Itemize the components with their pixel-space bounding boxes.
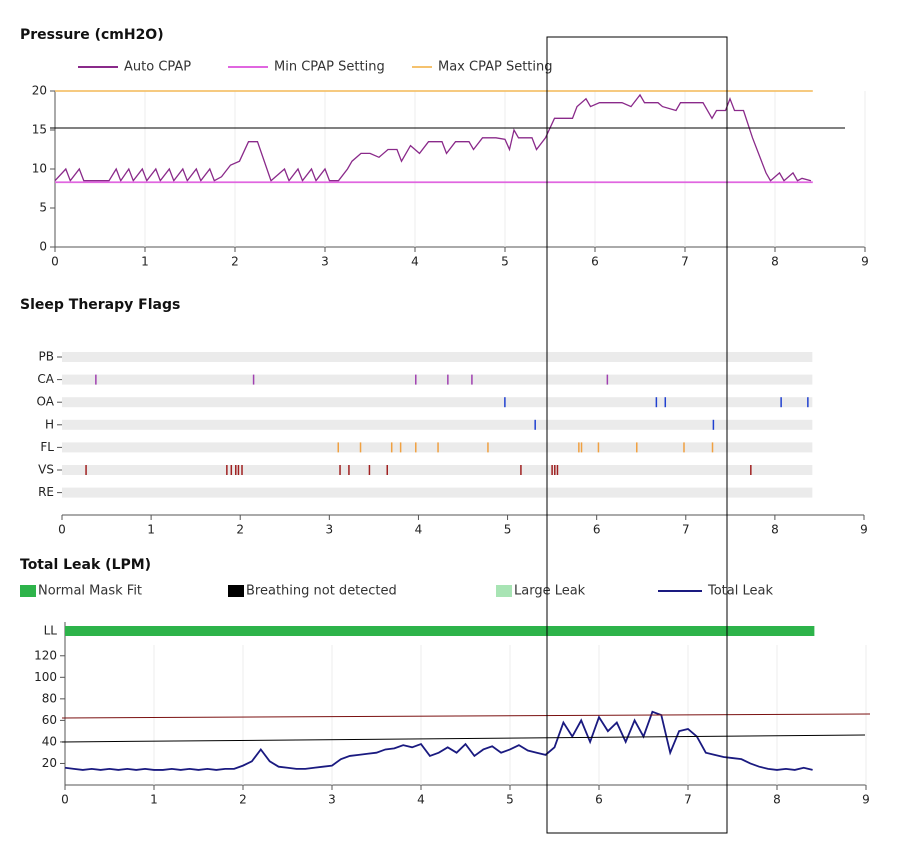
- y-tick-label: 80: [42, 691, 57, 705]
- row-band: [62, 374, 813, 385]
- x-tick-label: 2: [231, 255, 239, 269]
- y-tick-label: 20: [32, 84, 47, 98]
- x-tick-label: 0: [51, 255, 59, 269]
- x-tick-label: 5: [501, 255, 509, 269]
- x-tick-label: 8: [771, 255, 779, 269]
- x-tick-label: 9: [862, 793, 870, 807]
- x-tick-label: 7: [682, 523, 690, 537]
- x-tick-label: 5: [506, 793, 514, 807]
- legend-label: Normal Mask Fit: [38, 584, 142, 599]
- band: [65, 626, 815, 636]
- x-tick-label: 3: [328, 793, 336, 807]
- selection-box: [546, 36, 728, 834]
- legend-swatch: [228, 585, 244, 597]
- x-tick-label: 8: [773, 793, 781, 807]
- row-band: [62, 419, 813, 430]
- x-tick-label: 1: [141, 255, 149, 269]
- row-label: CA: [37, 372, 54, 386]
- x-tick-label: 4: [415, 523, 423, 537]
- x-tick-label: 0: [61, 793, 69, 807]
- x-tick-label: 1: [147, 523, 155, 537]
- x-tick-label: 5: [504, 523, 512, 537]
- x-tick-label: 0: [58, 523, 66, 537]
- x-tick-label: 9: [861, 255, 869, 269]
- overlay-line: [61, 734, 866, 743]
- row-label: PB: [39, 350, 54, 364]
- series-line: [54, 93, 812, 183]
- row-label: OA: [37, 395, 55, 409]
- x-tick-label: 6: [595, 793, 603, 807]
- x-tick-label: 6: [591, 255, 599, 269]
- overlay-line: [61, 713, 871, 719]
- series-line: [64, 710, 813, 771]
- row-band: [62, 397, 813, 408]
- row-band: [62, 487, 813, 498]
- x-tick-label: 7: [681, 255, 689, 269]
- x-tick-label: 2: [239, 793, 247, 807]
- y-tick-label: 40: [42, 734, 57, 748]
- row-band: [62, 442, 813, 453]
- chart-title: Sleep Therapy Flags: [20, 297, 180, 313]
- row-band: [62, 352, 813, 362]
- row-label: H: [45, 417, 54, 431]
- y-tick-label: 60: [42, 713, 57, 727]
- chart-title: Pressure (cmH2O): [20, 27, 164, 43]
- x-tick-label: 4: [417, 793, 425, 807]
- y-tick-label: 10: [32, 162, 47, 176]
- legend-label: Breathing not detected: [246, 584, 397, 599]
- x-tick-label: 7: [684, 793, 692, 807]
- legend-label: Total Leak: [707, 584, 773, 599]
- band-label: LL: [44, 624, 58, 638]
- x-tick-label: 2: [236, 523, 244, 537]
- x-tick-label: 8: [771, 523, 779, 537]
- y-tick-label: 0: [39, 240, 47, 254]
- chart-title: Total Leak (LPM): [20, 557, 151, 573]
- x-tick-label: 3: [326, 523, 334, 537]
- y-tick-label: 15: [32, 123, 47, 137]
- x-tick-label: 3: [321, 255, 329, 269]
- x-tick-label: 4: [411, 255, 419, 269]
- y-tick-label: 120: [34, 648, 57, 662]
- y-tick-label: 5: [39, 201, 47, 215]
- row-band: [62, 465, 813, 475]
- x-tick-label: 9: [860, 523, 868, 537]
- y-tick-label: 100: [34, 670, 57, 684]
- y-tick-label: 20: [42, 756, 57, 770]
- row-label: FL: [40, 440, 54, 454]
- legend-label: Max CPAP Setting: [438, 60, 553, 75]
- x-tick-label: 6: [593, 523, 601, 537]
- legend-swatch: [496, 585, 512, 597]
- row-label: RE: [38, 485, 54, 499]
- legend-label: Large Leak: [514, 584, 586, 599]
- legend-swatch: [20, 585, 36, 597]
- row-label: VS: [38, 463, 54, 477]
- legend-label: Min CPAP Setting: [274, 60, 385, 75]
- legend-label: Auto CPAP: [124, 60, 191, 75]
- x-tick-label: 1: [150, 793, 158, 807]
